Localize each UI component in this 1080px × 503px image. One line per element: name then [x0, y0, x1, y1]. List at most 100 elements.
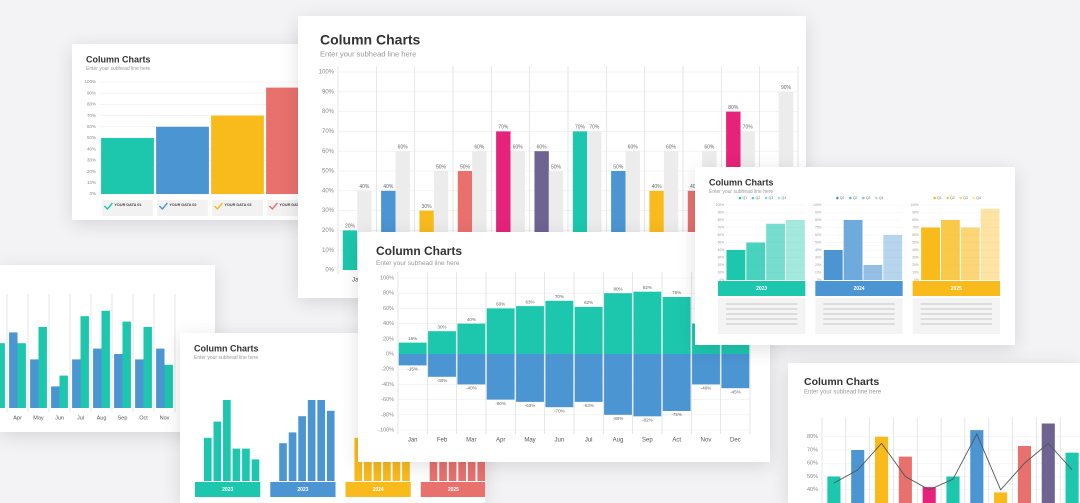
x-tick-label: Oct	[139, 415, 148, 421]
bar	[279, 443, 287, 481]
legend-box	[102, 200, 153, 216]
bar	[317, 400, 326, 481]
y-tick-label: 30%	[815, 255, 822, 259]
bar	[994, 492, 1008, 503]
y-tick-label: 20%	[815, 263, 822, 267]
y-tick-label: 20%	[912, 263, 919, 267]
value-label: 40%	[383, 184, 394, 190]
y-tick-label: 50%	[912, 240, 919, 244]
bar	[633, 354, 662, 417]
value-label: 90%	[781, 85, 792, 91]
bar	[1017, 446, 1032, 503]
slide: Column Charts Enter your subhead line her…	[695, 167, 1015, 345]
panel-label: 2024	[373, 487, 384, 493]
value-label: 70%	[555, 294, 564, 299]
bar	[662, 354, 691, 411]
value-label: 70%	[589, 125, 600, 131]
y-tick-label: 60%	[718, 233, 725, 237]
y-tick-label: 100%	[716, 203, 724, 207]
legend-dot	[862, 196, 865, 200]
bar	[516, 306, 544, 354]
bar	[143, 327, 152, 408]
value-label: 63%	[525, 299, 534, 304]
legend-dot	[738, 196, 742, 200]
value-label: 40%	[359, 184, 370, 190]
y-tick-label: 60%	[87, 124, 96, 129]
check-icon	[103, 202, 113, 211]
slide-canvas: Column Charts Enter your subhead line her…	[709, 177, 1000, 334]
bar	[135, 359, 144, 408]
y-tick-label: 70%	[718, 225, 725, 229]
value-label: 50%	[613, 164, 624, 170]
bar	[398, 342, 427, 354]
x-tick-label: Jan	[352, 277, 363, 284]
value-label: -63%	[525, 403, 536, 408]
legend-dot	[836, 196, 839, 200]
panel-footer	[815, 281, 903, 296]
y-tick-label: 90%	[912, 210, 919, 214]
x-tick-label: Jun	[55, 415, 64, 421]
bar	[863, 265, 883, 280]
y-tick-label: 70%	[912, 225, 919, 229]
y-tick-label: 80%	[912, 218, 919, 222]
bar	[0, 343, 5, 408]
y-tick-label: 10%	[815, 270, 822, 274]
value-label: -80%	[613, 416, 624, 421]
y-tick-label: 10%	[718, 270, 725, 274]
bar	[604, 293, 632, 354]
x-tick-label: Dec	[730, 438, 741, 444]
slide: Apr May Jun Jul Aug Sep Oct Nov	[0, 265, 215, 432]
y-tick-label: 100%	[813, 203, 821, 207]
bar	[213, 421, 222, 481]
y-tick-label: 40%	[383, 321, 394, 327]
slide-title: Column Charts	[376, 244, 462, 258]
y-tick-label: 60%	[912, 233, 919, 237]
legend-dot	[946, 196, 949, 200]
check-icon	[158, 202, 168, 211]
legend-dot	[751, 196, 755, 200]
bar	[980, 208, 1000, 280]
bar	[164, 364, 173, 408]
slide-title: Column Charts	[86, 54, 151, 64]
check-icon	[268, 202, 278, 211]
y-tick-label: 80%	[383, 291, 394, 297]
bar	[80, 316, 89, 408]
y-tick-label: 40%	[815, 248, 822, 252]
value-label: 60%	[496, 302, 505, 307]
x-tick-label: Mar	[466, 438, 476, 444]
value-label: 50%	[436, 164, 447, 170]
value-label: -40%	[701, 386, 712, 391]
bar	[288, 432, 297, 481]
bar	[428, 354, 456, 377]
bar	[59, 375, 68, 408]
bar	[72, 359, 81, 408]
slide-title: Column Charts	[194, 343, 259, 353]
legend-box	[157, 200, 208, 216]
value-label: 60%	[513, 145, 524, 151]
slide: Column Charts Enter your subhead line her…	[358, 232, 770, 462]
y-tick-label: 50%	[322, 169, 335, 175]
bar	[251, 459, 260, 481]
slide: Column Charts Enter your subhead line her…	[788, 363, 1080, 503]
y-tick-label: 90%	[718, 210, 725, 214]
bar	[851, 450, 865, 503]
bar	[940, 220, 960, 280]
bar	[946, 476, 960, 503]
y-tick-label: 30%	[718, 255, 725, 259]
y-tick-label: 60%	[383, 306, 394, 312]
y-tick-label: 100%	[911, 203, 919, 207]
y-tick-label: 80%	[87, 102, 96, 107]
y-tick-label: 50%	[718, 240, 725, 244]
panel-label: 2025	[448, 487, 459, 493]
x-tick-label: Feb	[437, 438, 448, 444]
bar	[156, 348, 165, 408]
legend-label: Q4	[976, 196, 981, 200]
y-tick-label: 90%	[87, 90, 96, 95]
bar	[604, 354, 632, 415]
x-tick-label: Jun	[554, 438, 564, 444]
bar	[692, 354, 720, 385]
value-label: 60%	[704, 145, 715, 151]
bar	[9, 332, 18, 408]
bar	[114, 354, 123, 408]
